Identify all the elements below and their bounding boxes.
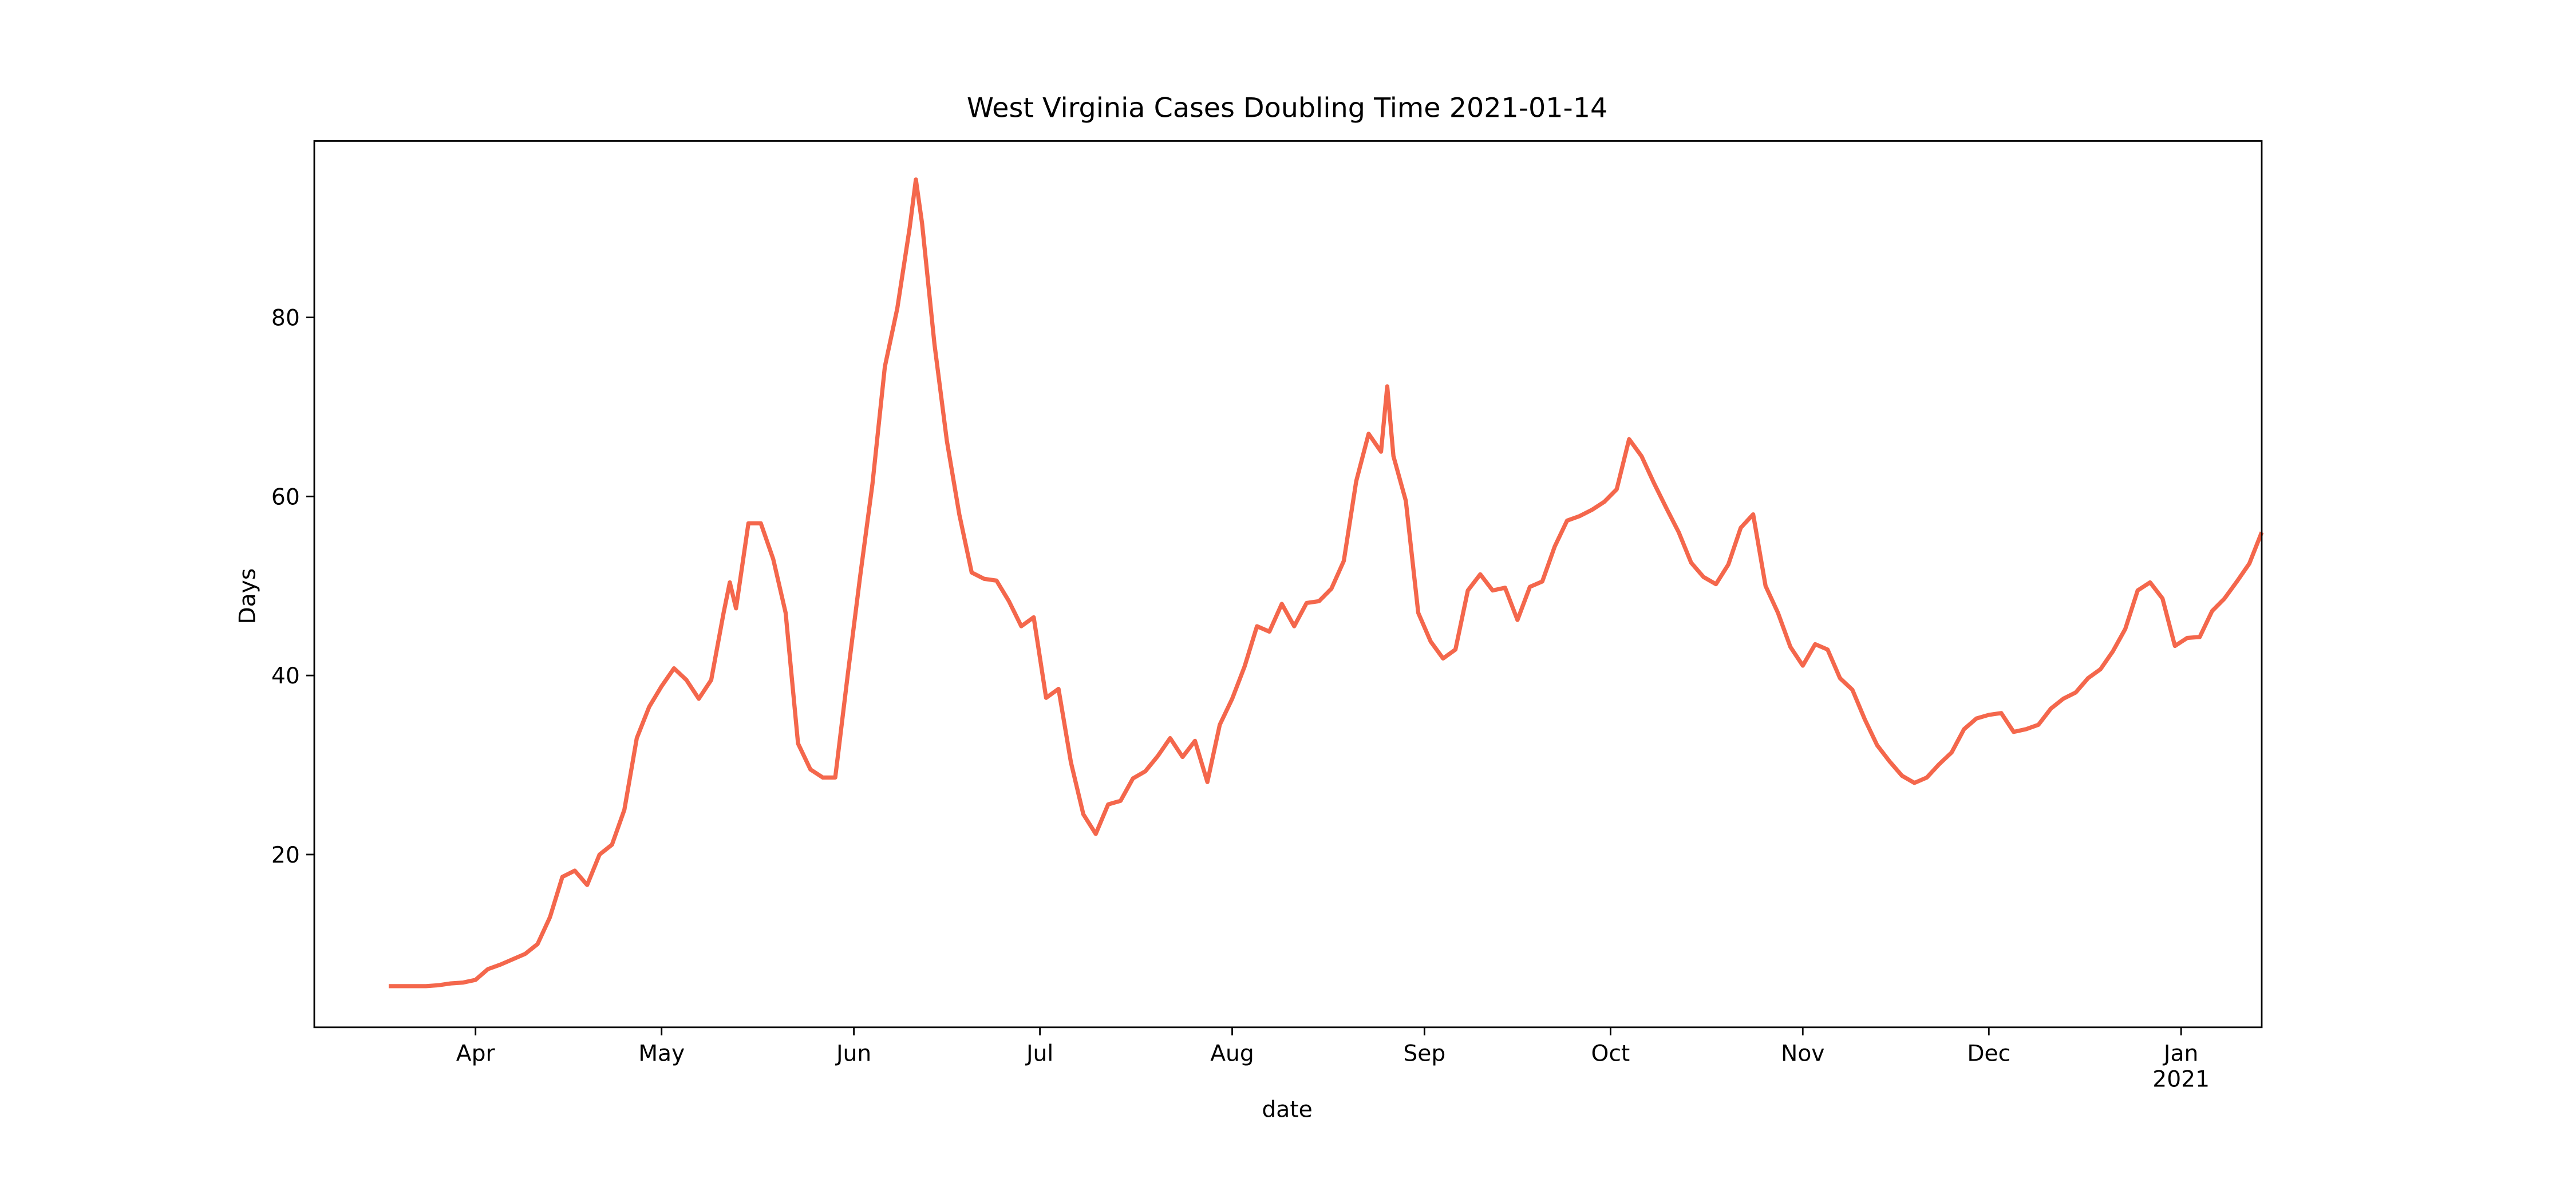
plot-frame: [313, 140, 2263, 1029]
x-tick-label: Jun: [835, 1041, 871, 1067]
chart-title: West Virginia Cases Doubling Time 2021-0…: [967, 92, 1607, 124]
y-tick-label: 60: [271, 484, 300, 510]
x-tick-label: Jul: [1025, 1041, 1053, 1067]
x-tick-label: Jan 2021: [2152, 1041, 2210, 1093]
x-tick-label: Aug: [1210, 1041, 1254, 1067]
x-tick-label: Sep: [1403, 1041, 1445, 1067]
y-tick-label: 20: [271, 843, 300, 868]
x-tick-label: Oct: [1591, 1041, 1630, 1067]
x-tick-label: Apr: [456, 1041, 496, 1067]
x-tick-label: Dec: [1967, 1041, 2010, 1067]
x-tick-label: Nov: [1781, 1041, 1824, 1067]
y-tick-label: 80: [271, 306, 300, 331]
y-tick-label: 40: [271, 663, 300, 689]
x-axis-label: date: [1262, 1097, 1312, 1123]
x-tick-label: May: [638, 1041, 685, 1067]
data-line: [389, 177, 2264, 989]
y-axis-label: Days: [235, 568, 260, 624]
